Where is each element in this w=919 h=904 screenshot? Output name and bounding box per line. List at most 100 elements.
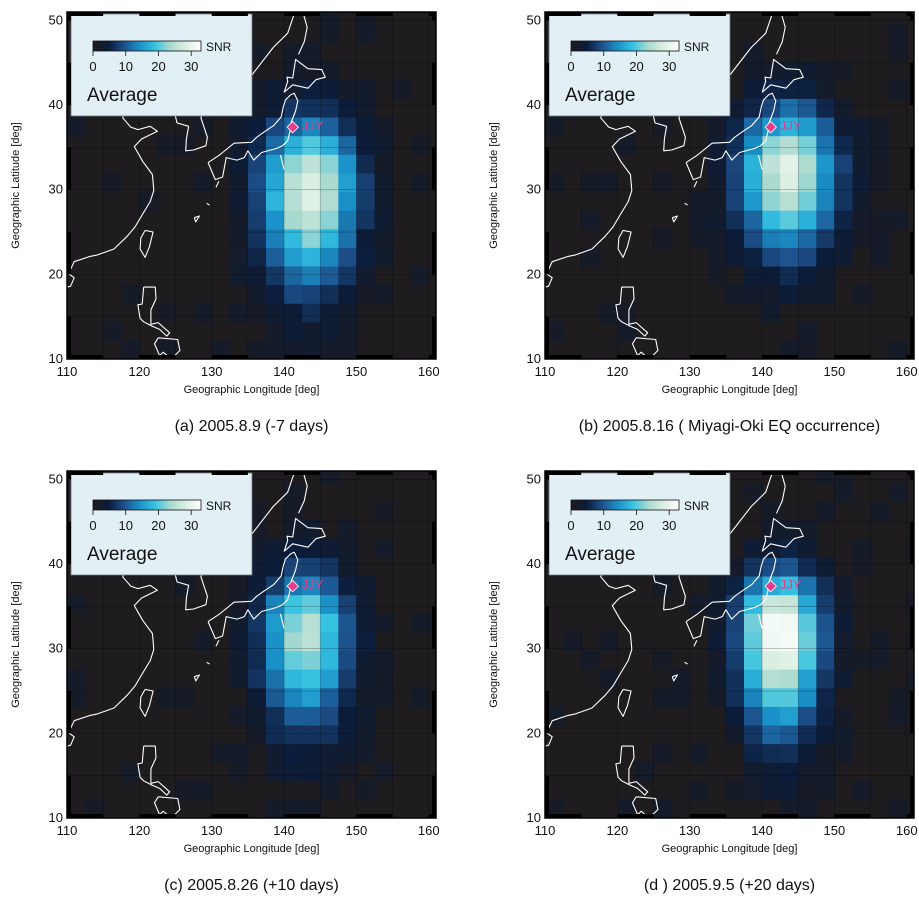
heatmap-cell [816, 762, 836, 782]
panel-caption: (c) 2005.8.26 (+10 days) [164, 877, 339, 894]
heatmap-cell [780, 538, 799, 558]
heatmap-cell [725, 98, 745, 118]
coastline [139, 229, 154, 258]
heatmap-cell [302, 154, 321, 174]
heatmap-cell [338, 743, 358, 763]
heatmap-cell [780, 247, 799, 267]
heatmap-cell [302, 706, 321, 726]
heatmap-cell [338, 154, 358, 174]
heatmap-cell [780, 284, 799, 304]
heatmap-cell [653, 228, 673, 248]
heatmap-cell [320, 724, 339, 745]
heatmap-cell [870, 247, 890, 267]
heatmap-cell [834, 210, 854, 230]
heatmap-cell [834, 669, 854, 689]
heatmap-cell [725, 210, 745, 230]
heatmap-cell [229, 210, 249, 230]
heatmap-cell [193, 303, 213, 323]
heatmap-cell [780, 799, 799, 818]
heatmap-cell [581, 650, 600, 670]
panel-caption: (b) 2005.8.16 ( Miyagi-Oki EQ occurrence… [579, 418, 880, 435]
heatmap-cell [175, 135, 195, 155]
chart-svg: SNR 0 10 20 30 Average JJY 110 120 130 140 150 160 10… [488, 470, 918, 894]
heatmap-cell [320, 23, 339, 44]
heatmap-cell [247, 501, 267, 521]
heatmap-cell [103, 172, 122, 193]
heatmap-cell [302, 520, 321, 540]
heatmap-cell [320, 79, 339, 99]
heatmap-cell [320, 631, 339, 652]
heatmap-cell [229, 631, 249, 652]
heatmap-cell [816, 228, 836, 248]
heatmap-cell [229, 669, 249, 689]
heatmap-cell [356, 191, 376, 211]
heatmap-cell [870, 172, 890, 193]
heatmap-cell [356, 247, 376, 267]
heatmap-cell [410, 172, 430, 193]
heatmap-cell [671, 687, 691, 707]
heatmap-cell [725, 172, 745, 193]
heatmap-cell [392, 79, 412, 99]
legend: SNR 0 10 20 30 Average [70, 13, 253, 117]
y-tick-label: 10 [49, 351, 63, 366]
heatmap-cell [356, 98, 376, 118]
heatmap-cell [247, 575, 267, 596]
heatmap-cell [834, 154, 854, 174]
heatmap-cell [545, 116, 564, 137]
heatmap-cell [780, 265, 799, 286]
heatmap-cell [725, 706, 745, 726]
coastline [671, 674, 678, 682]
heatmap-cell [284, 98, 303, 118]
heatmap-cell [617, 135, 637, 155]
coastline [757, 154, 763, 170]
heatmap-cell [816, 154, 836, 174]
heatmap-cell [103, 321, 122, 341]
heatmap-cell [653, 116, 673, 137]
heatmap-cell [338, 265, 358, 286]
coastline [297, 471, 308, 514]
heatmap-cell [338, 340, 358, 359]
heatmap-cell [302, 687, 321, 707]
heatmap-cell [906, 594, 914, 614]
heatmap-cell [284, 799, 303, 818]
heatmap-cell [780, 780, 799, 800]
heatmap-cell [374, 762, 394, 782]
heatmap-cell [852, 228, 872, 248]
heatmap-cell [653, 799, 673, 818]
heatmap-cell [302, 135, 321, 155]
heatmap-cell [780, 228, 799, 248]
heatmap-cell [121, 762, 140, 782]
heatmap-cell [798, 210, 817, 230]
heatmap-cell [725, 116, 745, 137]
heatmap-cell [338, 687, 358, 707]
heatmap-cell [338, 247, 358, 267]
heatmap-cell [338, 284, 358, 304]
heatmap-cell [356, 284, 376, 304]
heatmap-cell [356, 669, 376, 689]
heatmap-cell [743, 61, 763, 81]
heatmap-cell [581, 172, 600, 193]
y-tick-label: 10 [49, 810, 63, 825]
heatmap-cell [247, 79, 267, 99]
legend-tick-label: 20 [151, 518, 165, 533]
heatmap-cell [725, 631, 745, 652]
heatmap-cell [374, 284, 394, 304]
heatmap-cell [265, 724, 285, 745]
heatmap-cell [780, 631, 799, 652]
legend: SNR 0 10 20 30 Average [548, 472, 731, 576]
heatmap-cell [798, 650, 817, 670]
heatmap-cell [302, 631, 321, 652]
heatmap-cell [229, 743, 249, 763]
heatmap-cell [852, 780, 872, 800]
coastline [283, 517, 326, 552]
heatmap-cell [816, 557, 836, 577]
heatmap-cell [320, 743, 339, 763]
heatmap-cell [320, 321, 339, 341]
heatmap-cell [320, 303, 339, 323]
heatmap-cell [780, 743, 799, 763]
heatmap-cell [374, 172, 394, 193]
heatmap-cell [816, 191, 836, 211]
heatmap-cell [374, 538, 394, 558]
heatmap-cell [798, 762, 817, 782]
y-tick-label: 20 [527, 266, 541, 281]
